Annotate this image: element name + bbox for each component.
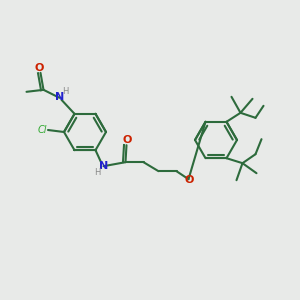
Text: O: O bbox=[185, 175, 194, 185]
Text: N: N bbox=[99, 161, 108, 171]
Text: O: O bbox=[35, 63, 44, 73]
Text: N: N bbox=[55, 92, 64, 102]
Text: Cl: Cl bbox=[38, 125, 47, 135]
Text: H: H bbox=[62, 87, 69, 96]
Text: O: O bbox=[123, 135, 132, 145]
Text: H: H bbox=[94, 168, 101, 177]
